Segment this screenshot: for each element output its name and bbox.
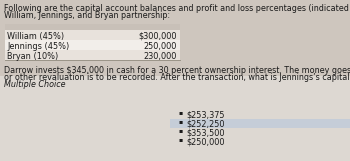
Text: ▪: ▪ (178, 137, 182, 142)
Text: 230,000: 230,000 (144, 52, 177, 61)
Text: 250,000: 250,000 (144, 42, 177, 51)
Text: William (45%): William (45%) (7, 32, 64, 41)
Text: $353,500: $353,500 (186, 128, 224, 137)
Text: Bryan (10%): Bryan (10%) (7, 52, 58, 61)
Text: William, Jennings, and Bryan partnership:: William, Jennings, and Bryan partnership… (4, 11, 170, 20)
Text: ▪: ▪ (178, 128, 182, 133)
Text: Following are the capital account balances and profit and loss percentages (indi: Following are the capital account balanc… (4, 4, 350, 13)
Text: ▪: ▪ (178, 110, 182, 115)
Bar (5, 40, 180, 50)
Text: $253,375: $253,375 (186, 110, 224, 119)
Bar (5, 30, 180, 40)
Text: Multiple Choice: Multiple Choice (4, 80, 65, 89)
Bar (170, 119, 350, 128)
Bar (0, 76, 350, 161)
Text: Darrow invests $345,000 in cash for a 30 percent ownership interest. The money g: Darrow invests $345,000 in cash for a 30… (4, 66, 350, 75)
Text: $250,000: $250,000 (186, 137, 224, 147)
Text: ▪: ▪ (178, 119, 182, 124)
Text: $252,250: $252,250 (186, 119, 224, 128)
Text: $300,000: $300,000 (139, 32, 177, 41)
Bar (5, 50, 180, 60)
Text: or other revaluation is to be recorded. After the transaction, what is Jennings’: or other revaluation is to be recorded. … (4, 73, 350, 82)
Bar (5, 24, 180, 30)
Text: Jennings (45%): Jennings (45%) (7, 42, 69, 51)
